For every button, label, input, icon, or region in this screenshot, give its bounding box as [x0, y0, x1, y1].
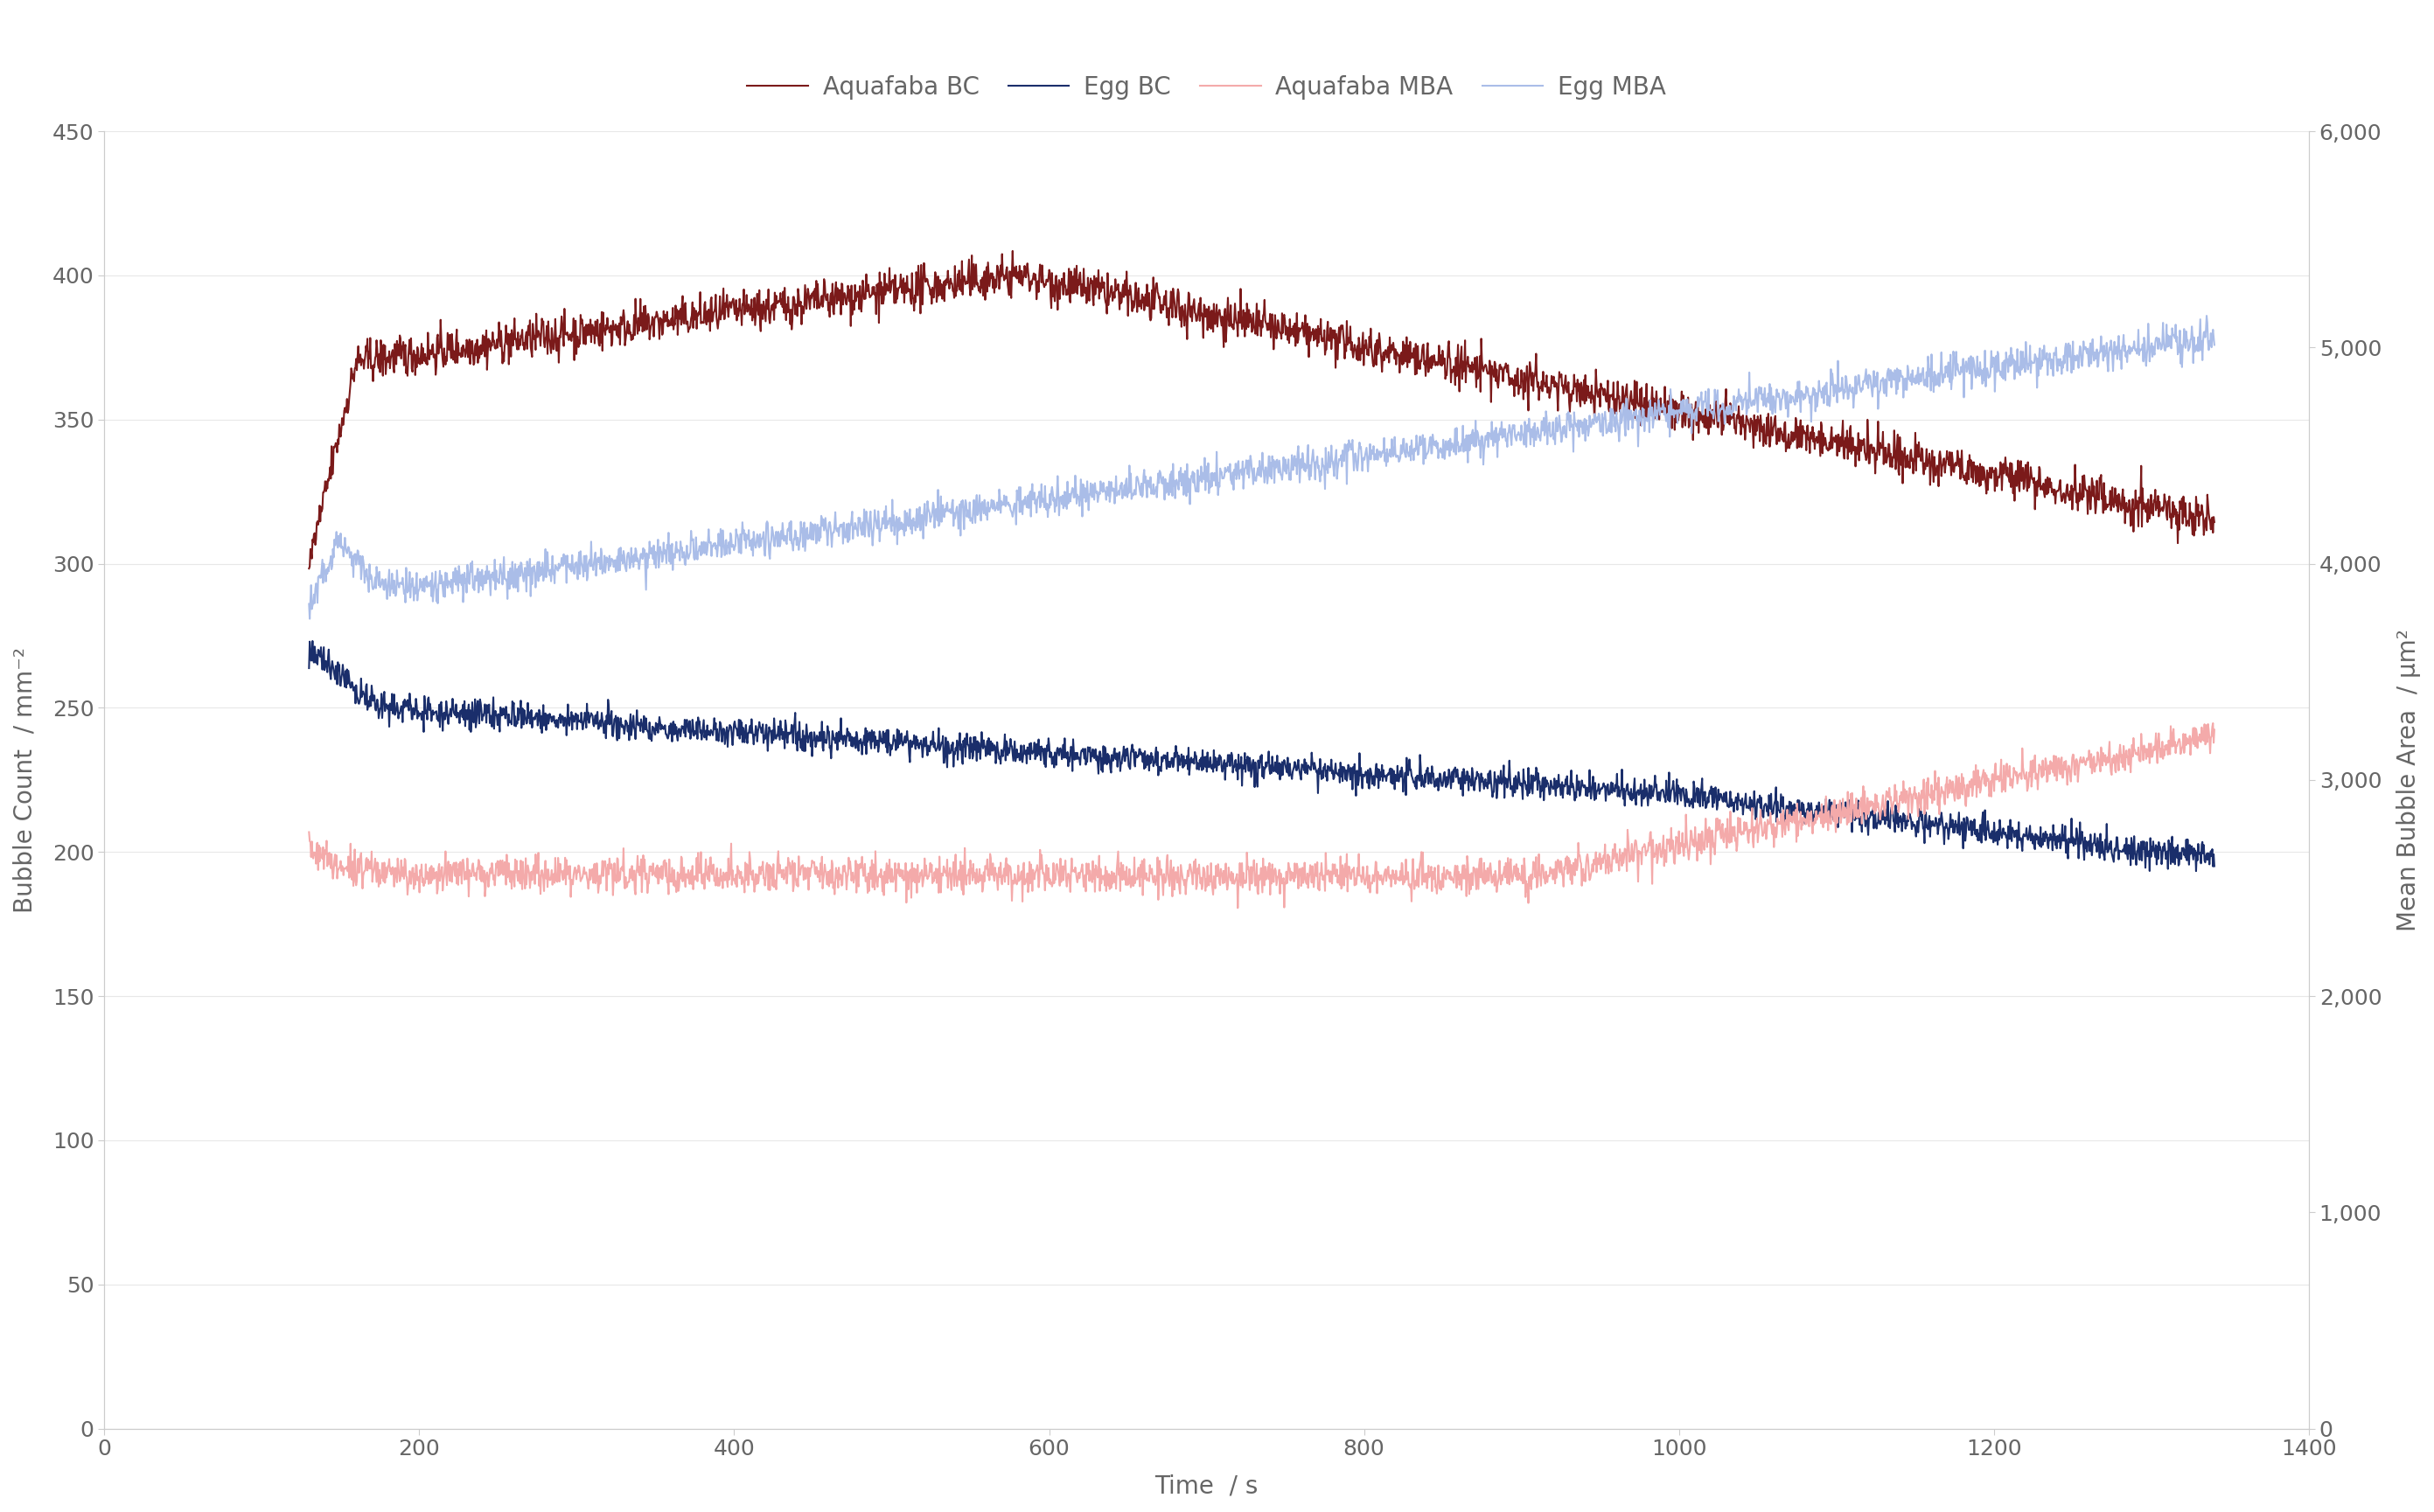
Egg MBA	[455, 562, 484, 581]
Legend: Aquafaba BC, Egg BC, Aquafaba MBA, Egg MBA: Aquafaba BC, Egg BC, Aquafaba MBA, Egg M…	[738, 65, 1675, 109]
Y-axis label: Mean Bubble Area  / μm²: Mean Bubble Area / μm²	[2397, 629, 2422, 931]
Aquafaba BC	[991, 266, 1020, 284]
Aquafaba BC	[1930, 455, 1959, 473]
Aquafaba BC	[898, 290, 927, 308]
Y-axis label: Bubble Count  / mm⁻²: Bubble Count / mm⁻²	[12, 647, 37, 913]
Egg MBA	[898, 510, 927, 528]
Line: Aquafaba MBA: Aquafaba MBA	[309, 723, 2215, 909]
Aquafaba MBA	[2200, 721, 2230, 739]
Egg BC	[331, 677, 360, 696]
Egg BC	[455, 702, 484, 720]
Line: Aquafaba BC: Aquafaba BC	[309, 251, 2215, 569]
Egg MBA	[1930, 357, 1959, 375]
Egg BC	[2200, 857, 2230, 875]
Egg MBA	[991, 493, 1020, 511]
Egg MBA	[2159, 325, 2188, 343]
Line: Egg MBA: Egg MBA	[309, 316, 2215, 618]
Aquafaba BC	[2200, 513, 2230, 531]
Line: Egg BC: Egg BC	[309, 641, 2215, 871]
Aquafaba MBA	[991, 872, 1020, 891]
Egg MBA	[331, 529, 360, 547]
Aquafaba MBA	[1930, 776, 1959, 794]
Egg BC	[991, 726, 1020, 744]
Aquafaba MBA	[455, 866, 484, 885]
Egg BC	[2159, 853, 2188, 871]
Aquafaba BC	[331, 399, 360, 417]
Egg MBA	[2200, 336, 2230, 354]
Aquafaba MBA	[331, 859, 360, 877]
X-axis label: Time  / s: Time / s	[1154, 1474, 1258, 1498]
Aquafaba MBA	[2159, 724, 2188, 742]
Aquafaba MBA	[898, 860, 927, 878]
Egg BC	[1930, 820, 1959, 838]
Aquafaba BC	[455, 355, 484, 373]
Egg BC	[898, 735, 927, 753]
Aquafaba BC	[2159, 493, 2188, 511]
